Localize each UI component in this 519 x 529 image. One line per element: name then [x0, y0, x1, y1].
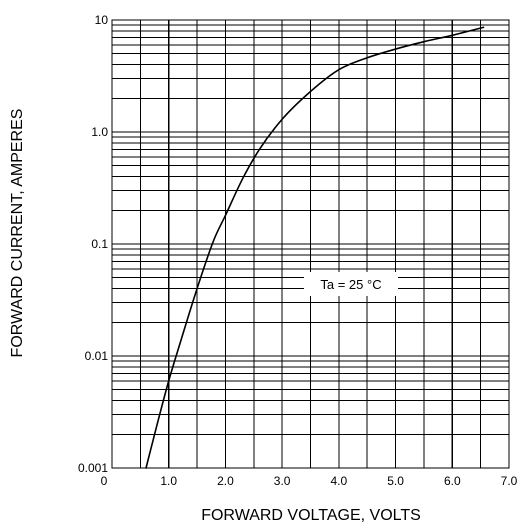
y-tick-label: 0.01: [85, 349, 109, 363]
y-tick-label: 10: [95, 13, 109, 27]
y-tick-label: 0.1: [91, 237, 108, 251]
x-tick-label: 6.0: [444, 474, 461, 488]
x-axis-title: FORWARD VOLTAGE, VOLTS: [201, 507, 421, 524]
x-tick-label: 7.0: [501, 474, 518, 488]
forward-current-curve: [145, 26, 485, 469]
x-tick-label: 3.0: [274, 474, 291, 488]
x-tick-label: 2.0: [217, 474, 234, 488]
series-layer: [145, 26, 485, 469]
tick-label-layer: 0 1.0 2.0 3.0 4.0 5.0 6.0 7.0 0.001 0.01 0.1 1.0 10: [78, 13, 518, 488]
x-tick-label: 1.0: [160, 474, 177, 488]
grid-layer: [111, 19, 510, 469]
y-tick-label: 1.0: [91, 125, 108, 139]
x-tick-label: 5.0: [387, 474, 404, 488]
x-tick-label: 4.0: [331, 474, 348, 488]
x-tick-label: 0: [101, 474, 108, 488]
annotation-layer: Ta = 25 °C: [304, 272, 398, 296]
temperature-annotation: Ta = 25 °C: [320, 277, 381, 292]
y-axis-title: FORWARD CURRENT, AMPERES: [9, 109, 26, 358]
plot-frame: [111, 19, 510, 469]
y-tick-label: 0.001: [78, 461, 108, 475]
annotation-background: [304, 272, 398, 296]
